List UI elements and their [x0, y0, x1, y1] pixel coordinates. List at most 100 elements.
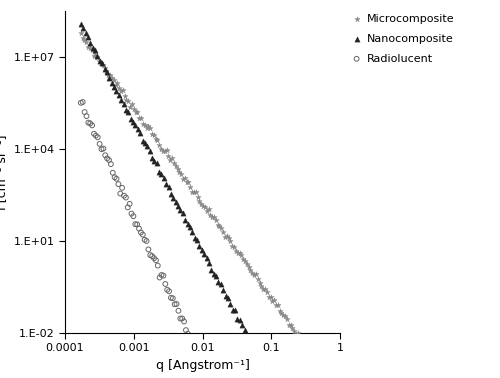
Nanocomposite [196, 243, 203, 249]
Microcomposite [90, 53, 98, 59]
Radiolucent [152, 257, 160, 263]
Nanocomposite [132, 122, 140, 128]
Microcomposite [221, 234, 229, 240]
Microcomposite [126, 104, 134, 110]
Microcomposite [166, 156, 174, 163]
Microcomposite [182, 179, 190, 185]
Radiolucent [186, 341, 194, 347]
Radiolucent [133, 222, 141, 228]
Microcomposite [301, 342, 309, 348]
Radiolucent [172, 301, 180, 307]
Microcomposite [132, 109, 140, 115]
Nanocomposite [190, 235, 198, 242]
Nanocomposite [266, 377, 274, 378]
Microcomposite [310, 353, 318, 359]
Nanocomposite [260, 362, 268, 368]
Nanocomposite [264, 372, 272, 378]
Nanocomposite [167, 191, 175, 197]
Microcomposite [230, 244, 238, 250]
Nanocomposite [250, 347, 258, 353]
Microcomposite [194, 194, 202, 200]
Nanocomposite [144, 144, 152, 150]
Nanocomposite [108, 80, 116, 86]
Nanocomposite [86, 40, 94, 46]
Radiolucent [84, 119, 92, 125]
Nanocomposite [174, 203, 182, 209]
Radiolucent [167, 295, 175, 301]
Nanocomposite [112, 88, 120, 94]
Microcomposite [184, 179, 192, 185]
Nanocomposite [120, 101, 128, 107]
Nanocomposite [212, 273, 220, 279]
Radiolucent [206, 375, 214, 378]
Microcomposite [260, 286, 268, 292]
Microcomposite [202, 208, 210, 214]
Microcomposite [168, 155, 176, 161]
Radiolucent [160, 273, 168, 279]
Microcomposite [283, 316, 291, 322]
Legend: Microcomposite, Nanocomposite, Radiolucent: Microcomposite, Nanocomposite, Radioluce… [351, 14, 454, 64]
Radiolucent [112, 176, 120, 182]
Radiolucent [202, 373, 210, 378]
Radiolucent [139, 232, 147, 238]
Microcomposite [286, 322, 294, 328]
Nanocomposite [134, 126, 142, 132]
Radiolucent [156, 274, 164, 280]
Nanocomposite [155, 169, 163, 175]
Nanocomposite [88, 45, 96, 51]
Microcomposite [232, 248, 240, 254]
Microcomposite [258, 283, 266, 289]
Nanocomposite [257, 358, 265, 364]
Microcomposite [156, 142, 164, 148]
Nanocomposite [117, 97, 125, 103]
Microcomposite [312, 357, 320, 363]
Nanocomposite [77, 21, 85, 27]
Radiolucent [199, 362, 207, 368]
Nanocomposite [193, 237, 201, 243]
Microcomposite [296, 335, 304, 341]
Radiolucent [120, 193, 128, 199]
Nanocomposite [106, 74, 114, 81]
Microcomposite [110, 77, 118, 83]
Microcomposite [152, 136, 160, 142]
Radiolucent [100, 146, 108, 152]
Microcomposite [285, 322, 293, 328]
Microcomposite [308, 352, 316, 358]
Microcomposite [192, 189, 200, 195]
Nanocomposite [136, 130, 144, 136]
Microcomposite [212, 217, 220, 223]
Nanocomposite [98, 60, 106, 66]
Nanocomposite [164, 184, 172, 190]
Microcomposite [216, 223, 224, 229]
Radiolucent [98, 146, 106, 152]
Nanocomposite [262, 368, 270, 374]
Microcomposite [224, 235, 232, 241]
Nanocomposite [82, 30, 90, 36]
Nanocomposite [158, 171, 166, 177]
Microcomposite [303, 345, 311, 351]
Microcomposite [161, 148, 169, 154]
Nanocomposite [208, 267, 216, 273]
Microcomposite [190, 189, 198, 195]
Nanocomposite [148, 155, 156, 161]
Radiolucent [193, 355, 201, 361]
Nanocomposite [240, 327, 248, 333]
Radiolucent [77, 100, 85, 106]
Radiolucent [88, 122, 96, 129]
Radiolucent [114, 181, 122, 187]
Microcomposite [100, 65, 108, 71]
Radiolucent [176, 316, 184, 322]
Microcomposite [210, 214, 218, 220]
Nanocomposite [172, 199, 179, 205]
Nanocomposite [129, 119, 137, 125]
Nanocomposite [100, 66, 108, 72]
Microcomposite [306, 349, 314, 355]
Microcomposite [228, 243, 236, 249]
Radiolucent [169, 295, 177, 301]
Microcomposite [196, 197, 203, 203]
Microcomposite [135, 115, 143, 121]
Microcomposite [223, 233, 231, 239]
Microcomposite [219, 229, 227, 235]
Radiolucent [182, 327, 190, 333]
Nanocomposite [214, 279, 222, 285]
